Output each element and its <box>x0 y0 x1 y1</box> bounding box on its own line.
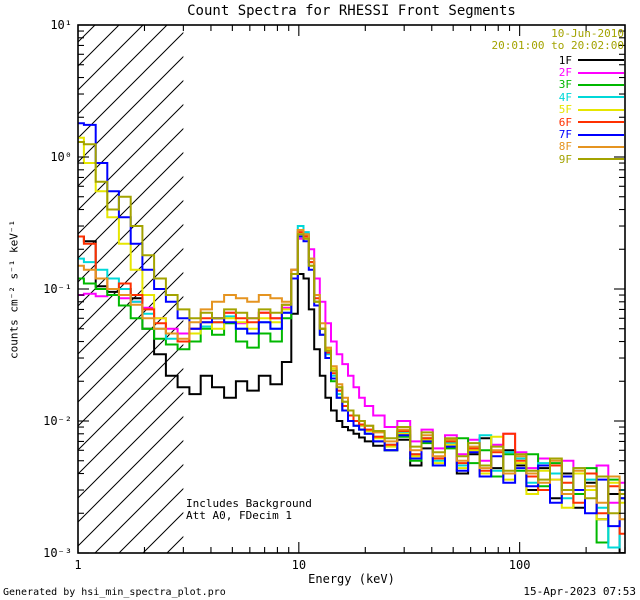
legend-item-2f: 2F <box>558 66 624 80</box>
legend-item-5f: 5F <box>558 103 624 117</box>
series-2f <box>78 233 625 504</box>
y-tick-label: 10¹ <box>50 18 72 32</box>
legend-item-6f: 6F <box>558 115 624 129</box>
legend-swatch <box>578 108 624 111</box>
x-axis-label: Energy (keV) <box>308 572 395 586</box>
x-tick-label: 1 <box>74 558 81 572</box>
obs-time-range: 20:01:00 to 20:02:00 <box>491 39 624 52</box>
legend-item-3f: 3F <box>558 78 624 92</box>
y-tick-label: 10⁻² <box>43 414 72 428</box>
legend: 1F 2F 3F 4F 5F 6F 7F 8F 9F <box>559 54 624 166</box>
annotation-includes-background: Includes Background <box>186 497 312 510</box>
legend-label: 3F <box>558 78 572 92</box>
y-tick-label: 10⁻³ <box>43 546 72 560</box>
legend-label: 4F <box>558 90 572 104</box>
obs-date: 10-Jun-2010 <box>551 27 624 40</box>
legend-item-8f: 8F <box>558 140 624 154</box>
legend-swatch <box>578 96 624 99</box>
legend-swatch <box>578 83 624 86</box>
footer-timestamp: 15-Apr-2023 07:53 <box>523 585 636 598</box>
series-9f <box>78 141 625 515</box>
axis-ticks <box>77 24 626 554</box>
series-1f <box>78 235 625 553</box>
y-tick-label: 10⁰ <box>50 150 72 164</box>
legend-swatch <box>578 121 624 124</box>
x-tick-label: 100 <box>509 558 531 572</box>
legend-label: 9F <box>558 152 572 166</box>
footer-generator: Generated by hsi_min_spectra_plot.pro <box>3 587 226 598</box>
legend-item-1f: 1F <box>558 53 624 67</box>
series-7f <box>78 122 625 528</box>
legend-swatch <box>578 145 624 148</box>
legend-swatch <box>578 71 624 74</box>
legend-label: 1F <box>558 53 572 67</box>
legend-swatch <box>578 133 624 136</box>
legend-label: 6F <box>558 115 572 129</box>
legend-label: 5F <box>558 103 572 117</box>
series-8f <box>78 229 625 521</box>
y-tick-label: 10⁻¹ <box>43 282 72 296</box>
legend-label: 8F <box>558 140 572 154</box>
legend-item-9f: 9F <box>558 152 624 166</box>
plot-title: Count Spectra for RHESSI Front Segments <box>187 3 516 19</box>
annotation-attenuator-state: Att A0, FDecim 1 <box>186 509 292 522</box>
legend-item-4f: 4F <box>558 90 624 104</box>
x-tick-label: 10 <box>292 558 306 572</box>
legend-label: 2F <box>558 66 572 80</box>
series-6f <box>78 231 625 535</box>
legend-label: 7F <box>558 128 572 142</box>
legend-item-7f: 7F <box>558 128 624 142</box>
y-axis-label: counts cm⁻² s⁻¹ keV⁻¹ <box>7 219 21 359</box>
legend-swatch <box>578 59 624 62</box>
legend-swatch <box>578 158 624 161</box>
